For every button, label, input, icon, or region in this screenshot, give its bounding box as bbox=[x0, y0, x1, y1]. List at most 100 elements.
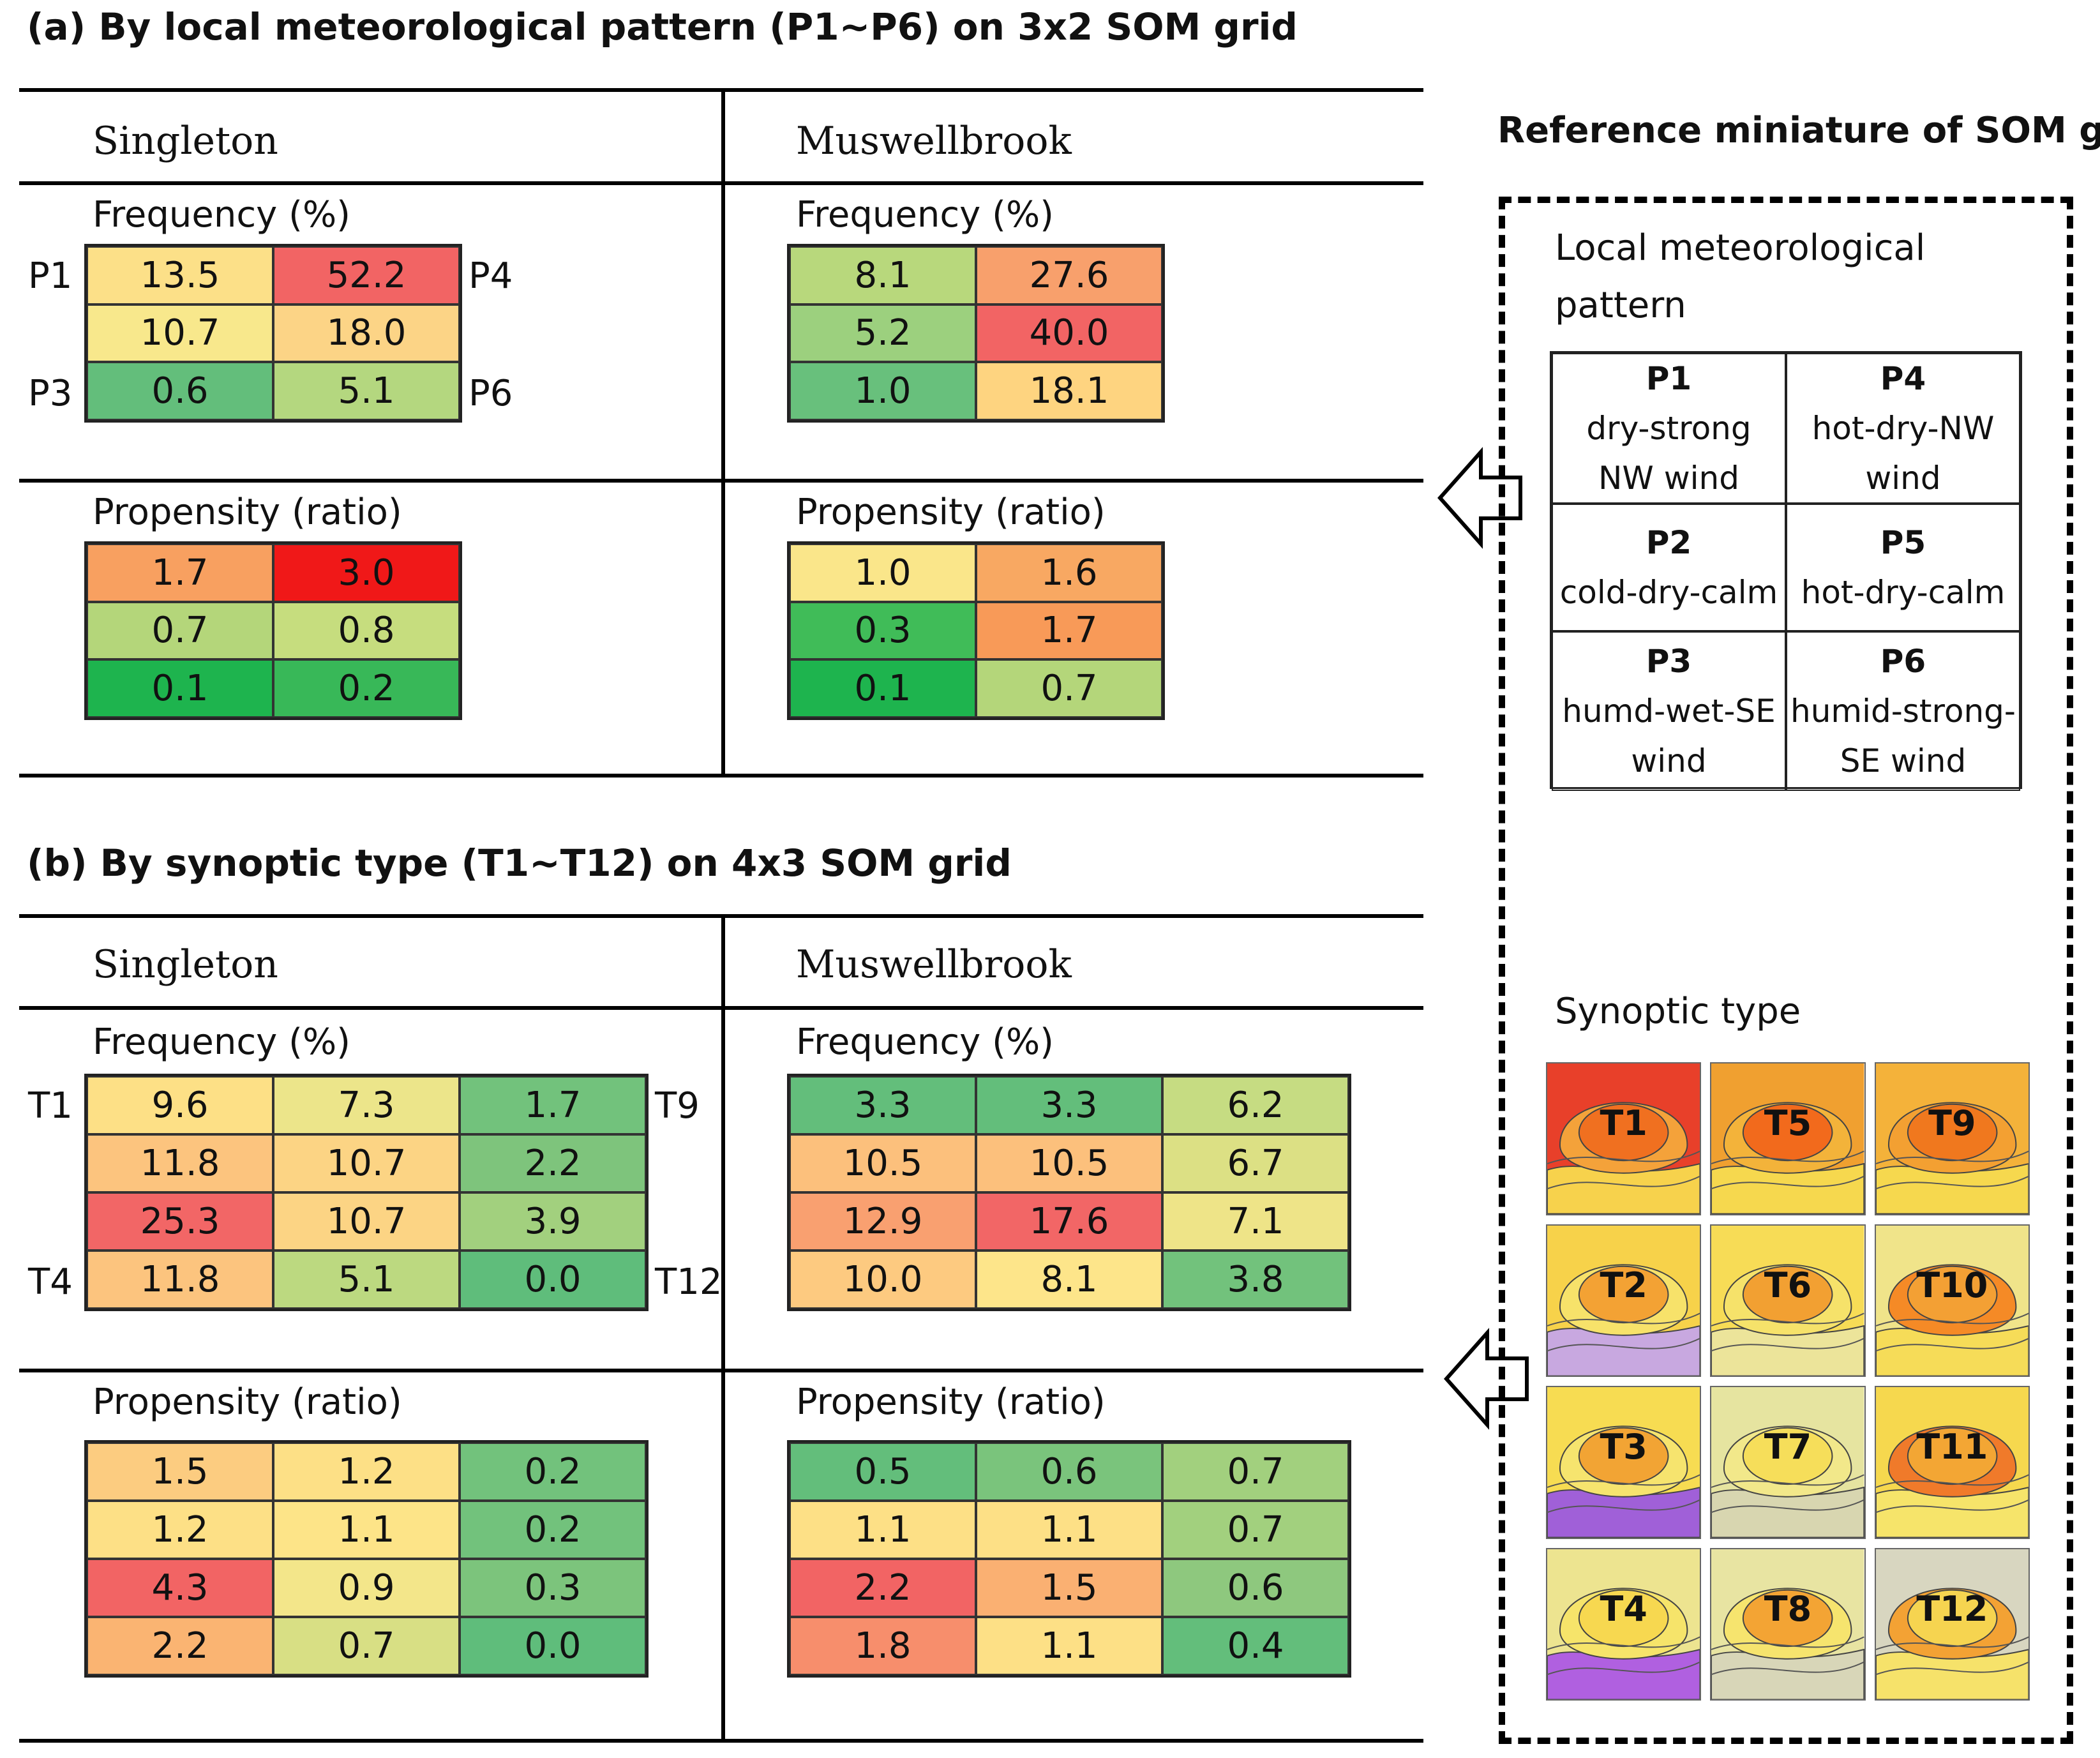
pattern-id: P6 bbox=[1880, 643, 1926, 680]
frequency-label: Frequency (%) bbox=[93, 1021, 351, 1063]
synoptic-map-t8: T8 bbox=[1710, 1547, 1866, 1701]
pattern-cell-p6: P6 humid-strong- SE wind bbox=[1786, 631, 2020, 791]
heatmap-cell: 5.1 bbox=[273, 362, 460, 420]
frequency-label: Frequency (%) bbox=[796, 194, 1054, 236]
heatmap-cell: 0.7 bbox=[87, 601, 273, 660]
heatmap-cell: 0.3 bbox=[790, 601, 976, 660]
heatmap-cell: 10.5 bbox=[976, 1134, 1162, 1192]
synoptic-map-t11: T11 bbox=[1874, 1386, 2030, 1539]
heatmap-cell: 1.7 bbox=[460, 1076, 646, 1134]
heatmap-cell: 6.7 bbox=[1162, 1134, 1349, 1192]
heatmap-cell: 0.0 bbox=[460, 1251, 646, 1309]
heatmap-cell: 0.1 bbox=[87, 659, 273, 717]
heatmap-a-muswellbrook-propensity: 1.0 1.6 0.3 1.7 0.1 0.7 bbox=[787, 541, 1165, 720]
heatmap-cell: 3.9 bbox=[460, 1192, 646, 1251]
row-label-t4: T4 bbox=[28, 1261, 73, 1303]
synoptic-type-id: T7 bbox=[1764, 1427, 1812, 1467]
pattern-desc: SE wind bbox=[1840, 742, 1967, 779]
propensity-label: Propensity (ratio) bbox=[796, 492, 1106, 533]
heatmap-cell: 2.2 bbox=[790, 1559, 976, 1617]
pattern-id: P1 bbox=[1646, 360, 1692, 397]
frequency-label: Frequency (%) bbox=[93, 194, 351, 236]
heatmap-cell: 10.7 bbox=[87, 304, 273, 363]
synoptic-type-id: T12 bbox=[1916, 1588, 1988, 1629]
heatmap-b-muswellbrook-propensity: 0.5 0.6 0.7 1.1 1.1 0.7 2.2 1.5 0.6 1.8 1.1 0.4 bbox=[787, 1440, 1351, 1678]
row-label-p1: P1 bbox=[28, 255, 73, 297]
heatmap-cell: 0.2 bbox=[273, 659, 460, 717]
heatmap-cell: 40.0 bbox=[976, 304, 1162, 363]
heatmap-cell: 1.5 bbox=[87, 1443, 273, 1501]
heatmap-cell: 1.1 bbox=[976, 1501, 1162, 1559]
pattern-desc: cold-dry-calm bbox=[1559, 574, 1778, 611]
heatmap-cell: 2.2 bbox=[460, 1134, 646, 1192]
heatmap-cell: 1.7 bbox=[87, 544, 273, 602]
synoptic-map-t4: T4 bbox=[1546, 1547, 1702, 1701]
heatmap-cell: 0.9 bbox=[273, 1559, 460, 1617]
heatmap-cell: 52.2 bbox=[273, 246, 460, 304]
synoptic-map-t6: T6 bbox=[1710, 1224, 1866, 1377]
heatmap-cell: 0.6 bbox=[1162, 1559, 1349, 1617]
heatmap-a-singleton-frequency: 13.5 52.2 10.7 18.0 0.6 5.1 bbox=[84, 244, 462, 423]
heatmap-cell: 0.6 bbox=[976, 1443, 1162, 1501]
row-label-t9: T9 bbox=[655, 1085, 700, 1127]
synoptic-type-id: T6 bbox=[1764, 1265, 1812, 1305]
heatmap-cell: 1.7 bbox=[976, 601, 1162, 660]
heatmap-a-muswellbrook-frequency: 8.1 27.6 5.2 40.0 1.0 18.1 bbox=[787, 244, 1165, 423]
heatmap-cell: 0.7 bbox=[1162, 1443, 1349, 1501]
heatmap-cell: 7.3 bbox=[273, 1076, 460, 1134]
heatmap-cell: 0.7 bbox=[273, 1617, 460, 1675]
heatmap-cell: 1.1 bbox=[273, 1501, 460, 1559]
heatmap-cell: 1.2 bbox=[273, 1443, 460, 1501]
section-b-title: (b) By synoptic type (T1~T12) on 4x3 SOM… bbox=[27, 841, 1012, 885]
synoptic-type-id: T3 bbox=[1600, 1427, 1647, 1467]
heatmap-cell: 0.5 bbox=[790, 1443, 976, 1501]
pattern-reference-grid: P1 dry-strong NW wind P4 hot-dry-NW wind… bbox=[1550, 351, 2022, 791]
heatmap-cell: 4.3 bbox=[87, 1559, 273, 1617]
pattern-desc: hot-dry-calm bbox=[1801, 574, 2006, 611]
site-label-muswellbrook: Muswellbrook bbox=[796, 942, 1072, 987]
synoptic-type-id: T5 bbox=[1764, 1103, 1812, 1143]
heatmap-cell: 18.0 bbox=[273, 304, 460, 363]
heatmap-cell: 1.0 bbox=[790, 544, 976, 602]
synoptic-map-t9: T9 bbox=[1874, 1062, 2030, 1215]
heatmap-cell: 11.8 bbox=[87, 1134, 273, 1192]
propensity-label: Propensity (ratio) bbox=[93, 1381, 402, 1423]
pattern-cell-p1: P1 dry-strong NW wind bbox=[1552, 353, 1786, 504]
synoptic-map-t1: T1 bbox=[1546, 1062, 1702, 1215]
row-label-p3: P3 bbox=[28, 373, 73, 414]
synoptic-map-t7: T7 bbox=[1710, 1386, 1866, 1539]
heatmap-cell: 0.2 bbox=[460, 1443, 646, 1501]
left-arrow-icon bbox=[1437, 447, 1522, 549]
synoptic-type-id: T1 bbox=[1600, 1103, 1647, 1143]
heatmap-b-muswellbrook-frequency: 3.3 3.3 6.2 10.5 10.5 6.7 12.9 17.6 7.1 10.0 8.1 3.… bbox=[787, 1074, 1351, 1311]
row-label-t12: T12 bbox=[655, 1261, 723, 1303]
synoptic-type-grid: T1 T5 T9 T2 T6 T10 T3 T7 T11 T4 T8 T12 bbox=[1546, 1062, 2030, 1701]
heatmap-cell: 0.4 bbox=[1162, 1617, 1349, 1675]
row-label-p4: P4 bbox=[469, 255, 513, 297]
heatmap-cell: 27.6 bbox=[976, 246, 1162, 304]
pattern-cell-p4: P4 hot-dry-NW wind bbox=[1786, 353, 2020, 504]
reference-dashed-box bbox=[1499, 197, 2073, 1744]
pattern-desc: humd-wet-SE bbox=[1562, 693, 1776, 730]
pattern-id: P3 bbox=[1646, 643, 1692, 680]
heatmap-cell: 3.0 bbox=[273, 544, 460, 602]
frequency-label: Frequency (%) bbox=[796, 1021, 1054, 1063]
synoptic-type-id: T2 bbox=[1600, 1265, 1647, 1305]
heatmap-b-singleton-frequency: 9.6 7.3 1.7 11.8 10.7 2.2 25.3 10.7 3.9 11.8 5.1 0.… bbox=[84, 1074, 649, 1311]
heatmap-cell: 17.6 bbox=[976, 1192, 1162, 1251]
synoptic-type-id: T10 bbox=[1916, 1265, 1988, 1305]
heatmap-cell: 1.8 bbox=[790, 1617, 976, 1675]
heatmap-cell: 8.1 bbox=[976, 1251, 1162, 1309]
heatmap-cell: 12.9 bbox=[790, 1192, 976, 1251]
synoptic-map-t5: T5 bbox=[1710, 1062, 1866, 1215]
local-pattern-label: Local meteorological bbox=[1555, 227, 1926, 269]
heatmap-a-singleton-propensity: 1.7 3.0 0.7 0.8 0.1 0.2 bbox=[84, 541, 462, 720]
synoptic-map-t12: T12 bbox=[1874, 1547, 2030, 1701]
pattern-desc: NW wind bbox=[1598, 460, 1739, 497]
heatmap-cell: 1.0 bbox=[790, 362, 976, 420]
synoptic-type-id: T4 bbox=[1600, 1588, 1647, 1629]
synoptic-type-id: T9 bbox=[1928, 1103, 1976, 1143]
heatmap-cell: 11.8 bbox=[87, 1251, 273, 1309]
heatmap-cell: 1.1 bbox=[976, 1617, 1162, 1675]
site-label-singleton: Singleton bbox=[93, 119, 278, 163]
